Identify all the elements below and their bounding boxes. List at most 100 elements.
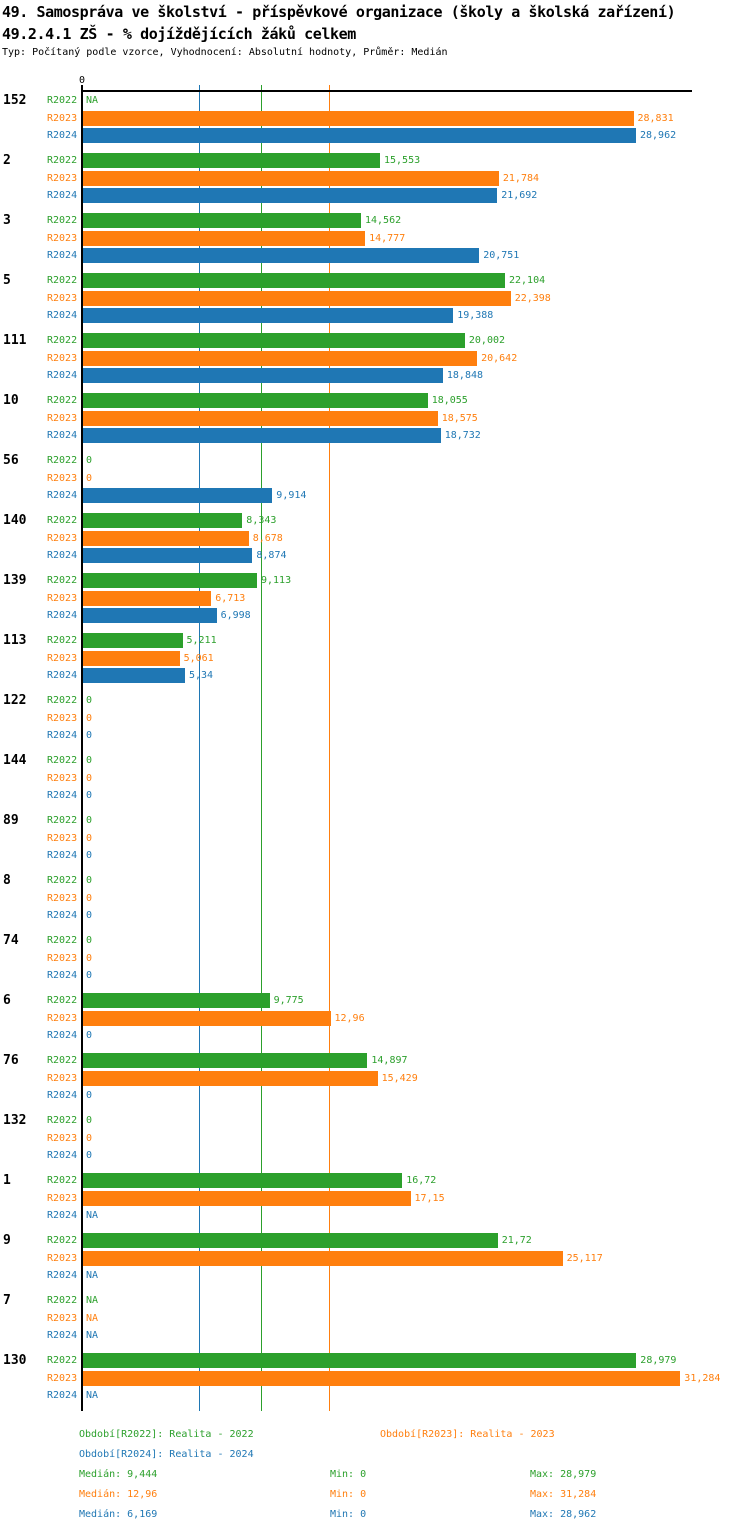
series-year-label: R2023 [47, 532, 78, 544]
series-year-label: R2024 [47, 130, 78, 141]
bar-r2022 [83, 1233, 498, 1248]
bar-value-label: 20,002 [468, 335, 506, 346]
bar-value-label: 0 [86, 455, 93, 466]
bar-value-label: 0 [86, 790, 93, 801]
bar-value-label: 0 [86, 1115, 93, 1126]
series-year-label: R2023 [47, 892, 78, 904]
bar-r2022 [83, 393, 428, 408]
bar-value-label: 0 [86, 1090, 93, 1101]
bar-r2023 [83, 230, 366, 246]
bar-value-label: 0 [86, 892, 93, 904]
bar-value-label: 17,15 [414, 1192, 445, 1204]
bar-r2024 [83, 488, 273, 503]
bar-r2024 [83, 308, 454, 323]
series-year-label: R2024 [47, 1090, 78, 1101]
bar-r2022 [83, 153, 380, 168]
bar-value-label: 22,104 [509, 275, 546, 286]
series-year-label: R2023 [47, 1012, 78, 1024]
series-year-label: R2023 [47, 1372, 78, 1384]
series-year-label: R2022 [47, 155, 78, 166]
bar-value-label: 0 [86, 952, 93, 964]
series-year-label: R2023 [47, 652, 78, 664]
bar-value-label: 5,061 [183, 652, 214, 664]
bar-r2022 [83, 513, 243, 528]
bar-value-label: 15,553 [384, 155, 421, 166]
series-year-label: R2024 [47, 250, 78, 261]
bar-value-label: NA [86, 95, 99, 106]
series-year-label: R2022 [47, 1355, 78, 1366]
bar-r2022 [83, 273, 505, 288]
series-year-label: R2024 [47, 1210, 78, 1221]
bar-value-label: 20,751 [483, 250, 520, 261]
median-r2022: Medián: 9,444 [79, 1469, 158, 1480]
group-label: 9 [3, 1233, 11, 1248]
legend-item-r2024: Období[R2024]: Realita - 2024 [79, 1449, 254, 1460]
bar-r2024 [83, 428, 441, 443]
group-label: 89 [3, 813, 19, 828]
max-r2024: Max: 28,962 [530, 1509, 597, 1520]
bar-value-label: 0 [86, 1030, 93, 1041]
bar-value-label: 8,343 [246, 515, 277, 526]
bar-value-label: 8,678 [252, 532, 283, 544]
series-year-label: R2023 [47, 832, 78, 844]
bar-value-label: 19,388 [457, 310, 494, 321]
legend-item-r2022: Období[R2022]: Realita - 2022 [79, 1429, 254, 1440]
bar-r2022 [83, 993, 270, 1008]
group-label: 8 [3, 873, 11, 888]
bar-r2024 [83, 608, 217, 623]
bar-value-label: 14,562 [365, 215, 402, 226]
series-year-label: R2024 [47, 550, 78, 561]
bar-r2023 [83, 1190, 411, 1206]
bar-value-label: 0 [86, 970, 93, 981]
series-year-label: R2024 [47, 1030, 78, 1041]
bar-value-label: 0 [86, 1150, 93, 1161]
group-label: 74 [3, 933, 19, 948]
bar-r2023 [83, 410, 438, 426]
series-year-label: R2023 [47, 1192, 78, 1204]
bar-value-label: 0 [86, 695, 93, 706]
series-year-label: R2022 [47, 275, 78, 286]
series-year-label: R2024 [47, 1390, 78, 1401]
bar-r2022 [83, 633, 183, 648]
series-year-label: R2022 [47, 335, 78, 346]
bar-value-label: 0 [86, 755, 93, 766]
bar-r2023 [83, 650, 180, 666]
bar-value-label: 0 [86, 772, 93, 784]
group-label: 10 [3, 393, 19, 408]
bar-r2023 [83, 350, 478, 366]
bar-value-label: 0 [86, 935, 93, 946]
bar-r2022 [83, 333, 465, 348]
series-year-label: R2024 [47, 370, 78, 381]
max-r2023: Max: 31,284 [530, 1489, 597, 1500]
group-label: 6 [3, 993, 11, 1008]
bar-value-label: 18,848 [446, 370, 484, 381]
bar-value-label: 9,113 [261, 575, 292, 586]
series-year-label: R2023 [47, 352, 78, 364]
series-year-label: R2024 [47, 430, 78, 441]
series-year-label: R2024 [47, 190, 78, 201]
series-year-label: R2024 [47, 1330, 78, 1341]
bar-value-label: NA [86, 1312, 99, 1324]
series-year-label: R2022 [47, 395, 78, 406]
bar-value-label: 18,055 [431, 395, 468, 406]
series-year-label: R2024 [47, 310, 78, 321]
series-year-label: R2024 [47, 790, 78, 801]
series-year-label: R2022 [47, 1175, 78, 1186]
bar-value-label: 0 [86, 730, 93, 741]
bar-r2024 [83, 548, 253, 563]
bar-value-label: 22,398 [514, 292, 551, 304]
series-year-label: R2024 [47, 490, 78, 501]
bar-value-label: 25,117 [566, 1252, 603, 1264]
bar-value-label: 16,72 [406, 1175, 437, 1186]
bar-value-label: NA [86, 1295, 99, 1306]
group-label: 7 [3, 1293, 11, 1308]
min-r2022: Min: 0 [330, 1469, 367, 1480]
series-year-label: R2023 [47, 1252, 78, 1264]
bar-value-label: 9,914 [276, 490, 307, 501]
series-year-label: R2023 [47, 772, 78, 784]
bar-value-label: 0 [86, 1132, 93, 1144]
bar-value-label: 14,897 [371, 1055, 408, 1066]
bar-value-label: 18,732 [444, 430, 481, 441]
group-label: 139 [3, 573, 27, 588]
median-gridline-r2024 [198, 85, 200, 1411]
